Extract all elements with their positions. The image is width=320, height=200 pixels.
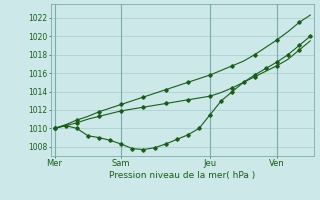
X-axis label: Pression niveau de la mer( hPa ): Pression niveau de la mer( hPa ) bbox=[109, 171, 256, 180]
